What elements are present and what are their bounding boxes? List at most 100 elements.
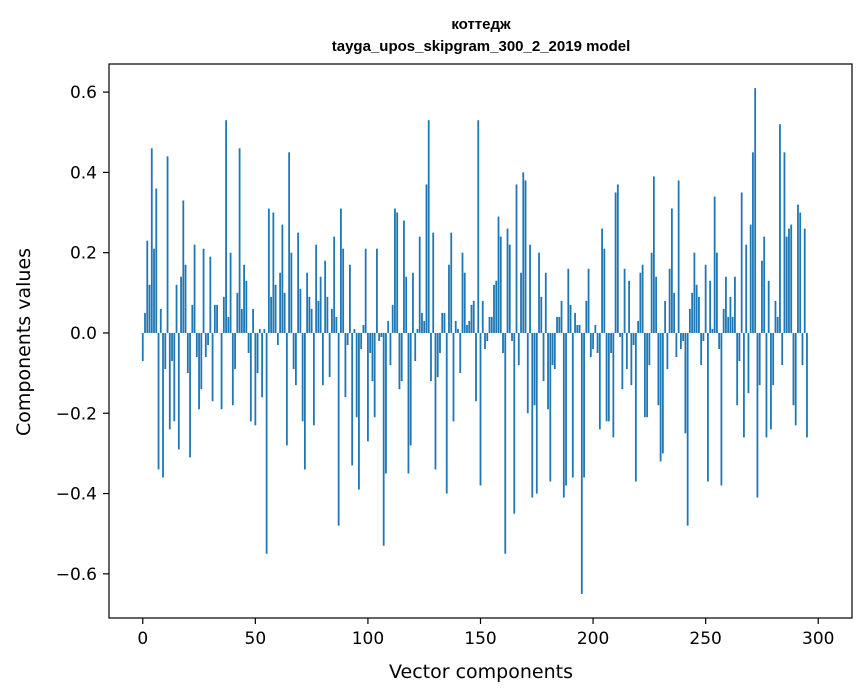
bar-180 xyxy=(547,332,549,410)
bar-122 xyxy=(416,328,419,333)
bar-150 xyxy=(479,332,482,486)
bar-245 xyxy=(693,252,696,333)
bar-4 xyxy=(150,148,153,333)
bar-64 xyxy=(285,332,288,446)
bar-252 xyxy=(709,280,712,333)
bar-235 xyxy=(670,208,673,333)
bar-214 xyxy=(623,268,626,333)
bar-85 xyxy=(333,236,336,333)
bar-25 xyxy=(198,332,200,410)
bar-23 xyxy=(193,244,196,333)
bar-15 xyxy=(175,284,178,333)
bar-46 xyxy=(245,280,248,333)
bar-270 xyxy=(749,224,752,333)
bar-221 xyxy=(639,272,642,333)
bar-279 xyxy=(770,332,772,430)
bar-236 xyxy=(673,292,676,333)
bar-90 xyxy=(344,332,347,398)
bar-106 xyxy=(380,332,383,337)
bar-14 xyxy=(173,332,176,422)
bar-213 xyxy=(621,332,624,390)
bar-137 xyxy=(450,232,453,333)
y-tick-label: 0.2 xyxy=(70,244,97,264)
bar-139 xyxy=(454,320,457,333)
bar-173 xyxy=(531,332,534,498)
bar-1 xyxy=(144,312,146,333)
bar-293 xyxy=(801,332,804,366)
bar-196 xyxy=(583,332,585,478)
bar-238 xyxy=(677,180,680,333)
bar-289 xyxy=(792,332,795,406)
bar-225 xyxy=(648,332,651,366)
bar-107 xyxy=(382,332,385,546)
bar-187 xyxy=(562,332,565,498)
bar-series xyxy=(141,88,808,594)
bar-88 xyxy=(340,208,342,333)
bar-109 xyxy=(387,320,390,333)
bar-174 xyxy=(533,332,536,406)
bar-120 xyxy=(412,272,414,333)
bar-96 xyxy=(358,332,360,490)
bar-291 xyxy=(797,204,799,333)
bar-134 xyxy=(443,312,446,333)
bar-282 xyxy=(776,316,779,333)
bar-66 xyxy=(290,252,293,333)
bar-73 xyxy=(306,272,309,333)
bar-48 xyxy=(249,332,252,422)
bar-259 xyxy=(725,276,727,333)
bar-86 xyxy=(335,316,338,333)
bar-198 xyxy=(587,268,590,333)
bar-43 xyxy=(238,148,241,333)
bar-288 xyxy=(790,224,793,333)
bar-5 xyxy=(153,248,155,333)
bar-287 xyxy=(788,228,790,333)
bar-102 xyxy=(371,332,374,382)
bar-168 xyxy=(520,272,522,333)
bar-44 xyxy=(240,308,243,333)
bar-278 xyxy=(767,280,770,333)
bar-208 xyxy=(610,332,612,354)
bar-133 xyxy=(441,312,444,333)
bar-129 xyxy=(432,232,435,333)
bar-138 xyxy=(452,332,455,422)
bar-115 xyxy=(400,332,403,382)
bar-93 xyxy=(351,332,354,466)
bar-103 xyxy=(373,332,376,418)
bar-262 xyxy=(731,316,734,333)
bar-222 xyxy=(641,264,644,333)
bar-265 xyxy=(738,332,741,362)
bar-157 xyxy=(495,280,498,333)
bar-7 xyxy=(157,332,160,470)
bar-65 xyxy=(288,152,291,333)
x-axis: 0 50 100 150 200 250 300 xyxy=(137,618,834,649)
bar-16 xyxy=(177,332,180,450)
y-tick-label: 0.0 xyxy=(70,324,97,344)
bar-220 xyxy=(637,320,640,333)
bar-82 xyxy=(326,296,329,333)
bar-37 xyxy=(225,120,227,333)
bar-35 xyxy=(220,332,223,410)
bar-22 xyxy=(191,304,194,333)
bar-27 xyxy=(202,248,205,333)
bar-87 xyxy=(337,332,340,526)
bar-45 xyxy=(243,264,245,333)
bar-130 xyxy=(434,332,437,470)
bar-231 xyxy=(661,332,664,454)
bar-176 xyxy=(538,252,540,333)
bar-97 xyxy=(360,332,363,350)
bar-247 xyxy=(698,296,700,333)
bar-191 xyxy=(571,332,574,478)
bar-269 xyxy=(747,332,750,394)
bar-11 xyxy=(166,156,169,333)
bar-56 xyxy=(267,208,270,333)
bar-223 xyxy=(643,332,646,418)
bar-98 xyxy=(362,324,365,333)
bar-209 xyxy=(612,332,615,438)
bar-74 xyxy=(308,296,311,333)
bar-267 xyxy=(743,332,745,438)
chart-subtitle: tayga_upos_skipgram_300_2_2019 model xyxy=(332,38,631,55)
bar-211 xyxy=(616,184,619,333)
bar-253 xyxy=(711,328,714,333)
bar-281 xyxy=(774,300,777,333)
bar-178 xyxy=(542,332,545,382)
